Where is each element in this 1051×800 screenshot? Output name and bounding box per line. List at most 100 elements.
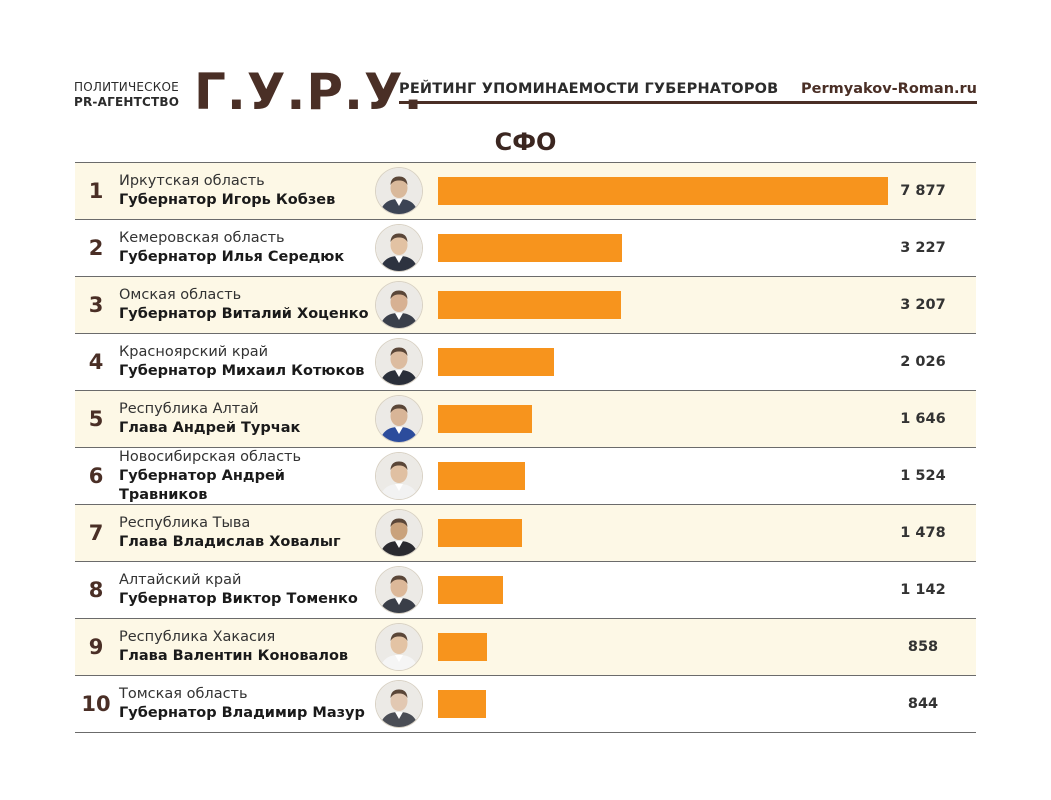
bar [438, 405, 532, 433]
person-portrait-icon [376, 282, 422, 328]
person-portrait-icon [376, 396, 422, 442]
leader-name: Глава Владислав Ховалыг [119, 534, 341, 550]
rank-number: 5 [88, 407, 104, 431]
person-portrait-icon [376, 168, 422, 214]
leader-name: Губернатор Андрей Травников [119, 467, 285, 503]
bar-track [438, 348, 888, 376]
bar-track [438, 234, 888, 262]
bar [438, 633, 487, 661]
rating-subtitle: РЕЙТИНГ УПОМИНАЕМОСТИ ГУБЕРНАТОРОВ [399, 81, 779, 97]
rank-number: 6 [88, 464, 104, 488]
person-portrait-icon [376, 453, 422, 499]
leader-name: Губернатор Илья Середюк [119, 249, 345, 265]
header-divider [399, 101, 977, 104]
table-row: 5 Республика Алтай Глава Андрей Турчак 1 64… [75, 391, 976, 448]
bar-track [438, 519, 888, 547]
data-label: 3 227 [900, 240, 946, 256]
bar [438, 576, 503, 604]
person-portrait-icon [376, 567, 422, 613]
region-name: Республика Хакасия [119, 629, 276, 645]
region-name: Томская область [119, 686, 248, 702]
chart-title: СФО [494, 128, 557, 156]
bar [438, 177, 888, 205]
person-portrait-icon [376, 681, 422, 727]
data-label: 2 026 [900, 354, 946, 370]
data-label: 858 [907, 639, 939, 655]
leader-name: Глава Валентин Коновалов [119, 648, 349, 664]
table-row: 2 Кемеровская область Губернатор Илья Сере… [75, 220, 976, 277]
name-block: Новосибирская область Губернатор Андрей Т… [119, 448, 371, 504]
person-portrait-icon [376, 225, 422, 271]
agency-line-1: ПОЛИТИЧЕСКОЕ [74, 80, 179, 94]
bar-track [438, 462, 888, 490]
bar [438, 519, 522, 547]
data-label: 1 524 [900, 468, 946, 484]
bar [438, 690, 486, 718]
table-row: 4 Красноярский край Губернатор Михаил Котю… [75, 334, 976, 391]
data-label: 3 207 [900, 297, 946, 313]
name-block: Иркутская область Губернатор Игорь Кобзев [119, 163, 371, 219]
rank-number: 10 [81, 692, 111, 716]
table-row: 6 Новосибирская область Губернатор Андрей … [75, 448, 976, 505]
leader-name: Губернатор Виктор Томенко [119, 591, 358, 607]
data-label: 844 [907, 696, 939, 712]
bar [438, 348, 554, 376]
brand-logo: Г.У.Р.У. [194, 63, 424, 121]
name-block: Томская область Губернатор Владимир Мазур [119, 676, 371, 732]
data-label: 1 142 [900, 582, 946, 598]
bar-track [438, 633, 888, 661]
bar [438, 291, 621, 319]
name-block: Кемеровская область Губернатор Илья Серед… [119, 220, 371, 276]
bar-track [438, 690, 888, 718]
bar [438, 462, 525, 490]
rank-number: 2 [88, 236, 104, 260]
name-block: Республика Хакасия Глава Валентин Коновал… [119, 619, 371, 675]
name-block: Омская область Губернатор Виталий Хоценко [119, 277, 371, 333]
bar [438, 234, 622, 262]
rank-number: 1 [88, 179, 104, 203]
region-name: Омская область [119, 287, 242, 303]
region-name: Иркутская область [119, 173, 265, 189]
name-block: Республика Тыва Глава Владислав Ховалыг [119, 505, 371, 561]
leader-name: Губернатор Владимир Мазур [119, 705, 365, 721]
rank-number: 7 [88, 521, 104, 545]
header: ПОЛИТИЧЕСКОЕ PR-АГЕНТСТВО Г.У.Р.У. РЕЙТИ… [74, 64, 977, 120]
agency-line-2: PR-АГЕНТСТВО [74, 95, 180, 109]
rank-number: 9 [88, 635, 104, 659]
bar-track [438, 291, 888, 319]
data-label: 1 478 [900, 525, 946, 541]
region-name: Алтайский край [119, 572, 242, 588]
person-portrait-icon [376, 339, 422, 385]
bar-track [438, 177, 888, 205]
table-row: 8 Алтайский край Губернатор Виктор Томенко… [75, 562, 976, 619]
name-block: Республика Алтай Глава Андрей Турчак [119, 391, 371, 447]
data-label: 7 877 [900, 183, 946, 199]
data-label: 1 646 [900, 411, 946, 427]
bar-track [438, 405, 888, 433]
person-portrait-icon [376, 624, 422, 670]
leader-name: Губернатор Виталий Хоценко [119, 306, 369, 322]
site-link[interactable]: Permyakov-Roman.ru [801, 81, 977, 97]
region-name: Новосибирская область [119, 448, 302, 465]
agency-label: ПОЛИТИЧЕСКОЕ PR-АГЕНТСТВО [74, 80, 179, 110]
region-name: Красноярский край [119, 344, 269, 360]
table-row: 3 Омская область Губернатор Виталий Хоценк… [75, 277, 976, 334]
ranking-table: 1 Иркутская область Губернатор Игорь Кобзе… [75, 162, 976, 733]
table-row: 9 Республика Хакасия Глава Валентин Конова… [75, 619, 976, 676]
region-name: Республика Алтай [119, 401, 259, 417]
leader-name: Глава Андрей Турчак [119, 420, 301, 436]
leader-name: Губернатор Михаил Котюков [119, 363, 365, 379]
table-row: 1 Иркутская область Губернатор Игорь Кобзе… [75, 163, 976, 220]
rank-number: 3 [88, 293, 104, 317]
table-row: 7 Республика Тыва Глава Владислав Ховалыг 1… [75, 505, 976, 562]
region-name: Кемеровская область [119, 230, 285, 246]
name-block: Красноярский край Губернатор Михаил Котюк… [119, 334, 371, 390]
table-row: 10 Томская область Губернатор Владимир Маз… [75, 676, 976, 733]
person-portrait-icon [376, 510, 422, 556]
bar-track [438, 576, 888, 604]
leader-name: Губернатор Игорь Кобзев [119, 192, 336, 208]
region-name: Республика Тыва [119, 515, 251, 531]
rank-number: 8 [88, 578, 104, 602]
name-block: Алтайский край Губернатор Виктор Томенко [119, 562, 371, 618]
rank-number: 4 [88, 350, 104, 374]
